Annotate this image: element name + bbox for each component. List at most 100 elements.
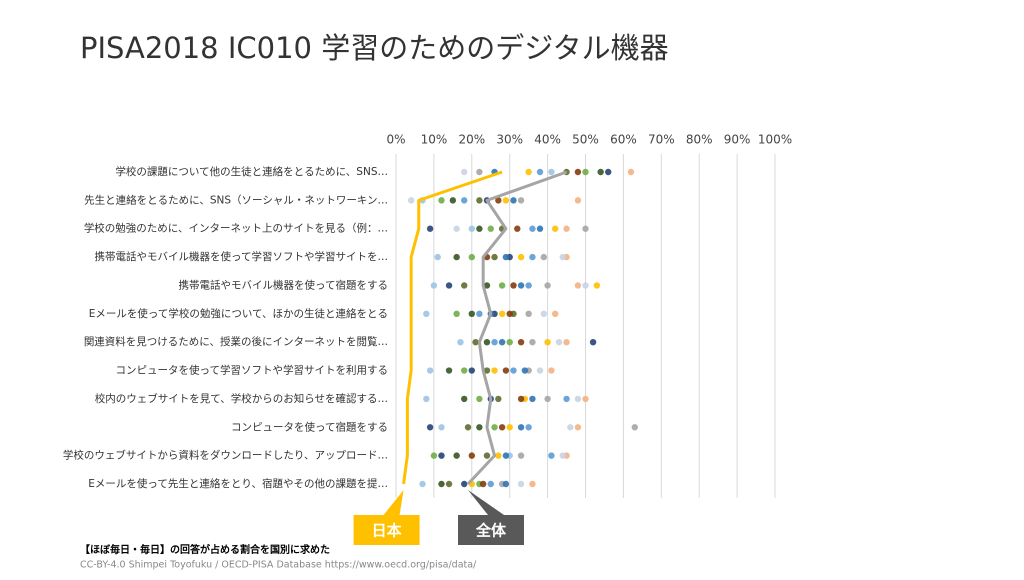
country-dot: [483, 282, 491, 289]
country-dot: [426, 225, 434, 232]
country-dot: [491, 253, 498, 261]
x-tick-label: 10%: [421, 133, 448, 147]
country-dot: [476, 197, 483, 204]
country-dot: [419, 480, 426, 488]
country-dot: [487, 225, 494, 232]
country-dot: [605, 168, 612, 176]
y-tick-label: 携帯電話やモバイル機器を使って宿題をする: [179, 278, 388, 291]
country-dot: [582, 395, 589, 403]
callout-label: 日本: [372, 522, 402, 540]
country-dot: [502, 480, 510, 488]
country-dot: [510, 282, 517, 289]
country-dot: [461, 282, 468, 289]
country-dot: [407, 197, 415, 204]
country-dot: [582, 168, 589, 176]
country-dot: [438, 424, 445, 431]
country-dot: [476, 225, 483, 232]
country-dot: [423, 310, 430, 318]
country-dot: [498, 282, 506, 289]
callout-box: [353, 490, 420, 545]
country-dot: [529, 480, 536, 488]
country-dot: [506, 310, 513, 318]
country-dot: [582, 225, 589, 232]
country-dot: [544, 395, 551, 403]
callout-label: 全体: [475, 522, 507, 540]
country-dot: [529, 253, 536, 261]
country-dot: [525, 310, 532, 318]
country-dot: [468, 310, 475, 318]
country-dot: [430, 282, 438, 289]
country-dot: [548, 367, 555, 374]
country-dot: [483, 452, 491, 459]
y-tick-label: コンピュータを使って宿題をする: [231, 420, 388, 433]
country-dot: [548, 452, 555, 459]
country-dot: [559, 452, 566, 459]
country-dot: [498, 424, 506, 431]
country-dot: [627, 168, 635, 176]
country-dot: [449, 197, 457, 204]
country-dot: [574, 197, 582, 204]
country-dot: [510, 197, 517, 204]
country-dot: [495, 395, 502, 403]
country-dot: [434, 253, 441, 261]
country-dot: [502, 197, 510, 204]
country-dot: [540, 253, 548, 261]
y-tick-label: 関連資料を見つけるために、授業の後にインターネットを閲覧…: [84, 335, 388, 348]
callout-box: [458, 490, 525, 545]
country-dot: [517, 395, 525, 403]
country-dot: [495, 197, 502, 204]
country-dot: [582, 282, 589, 289]
country-dot: [461, 480, 468, 488]
country-dot: [574, 424, 582, 431]
country-dot: [453, 310, 460, 318]
country-dot: [438, 452, 445, 459]
country-dot: [461, 395, 468, 403]
country-dot: [529, 395, 536, 403]
country-dot: [468, 225, 475, 232]
country-dot: [483, 367, 491, 374]
country-dot: [506, 338, 513, 346]
country-dot: [589, 338, 597, 346]
country-dot: [574, 282, 582, 289]
x-tick-label: 40%: [534, 133, 561, 147]
country-dot: [567, 424, 574, 431]
country-dot: [438, 197, 445, 204]
country-dot: [525, 424, 532, 431]
country-dot: [529, 225, 536, 232]
country-dot: [574, 168, 582, 176]
country-dot: [517, 253, 525, 261]
country-dot: [529, 338, 536, 346]
country-dot: [517, 452, 525, 459]
country-dot: [468, 452, 475, 459]
country-dot: [453, 452, 460, 459]
y-tick-label: 学校のウェブサイトから資料をダウンロードしたり、アップロード…: [63, 449, 388, 462]
source: CC-BY-4.0 Shimpei Toyofuku / OECD-PISA D…: [80, 560, 477, 571]
country-dot: [517, 338, 525, 346]
country-dot: [476, 310, 483, 318]
series-line: [402, 170, 503, 485]
country-dot: [498, 338, 506, 346]
country-dot: [445, 367, 453, 374]
country-dot: [525, 168, 532, 176]
country-dot: [498, 310, 506, 318]
y-tick-label: 学校の勉強のために、インターネット上のサイトを見る（例：…: [84, 222, 388, 235]
country-dot: [464, 424, 472, 431]
country-dot: [468, 367, 475, 374]
country-dot: [476, 424, 483, 431]
country-dot: [555, 338, 563, 346]
x-tick-label: 90%: [724, 133, 751, 147]
country-dot: [563, 225, 570, 232]
country-dot: [487, 480, 494, 488]
country-dot: [461, 168, 468, 176]
country-dot: [430, 452, 438, 459]
chart-title: PISA2018 IC010 学習のためのデジタル機器: [80, 31, 669, 65]
country-dot: [457, 338, 464, 346]
country-dot: [438, 480, 445, 488]
country-dot: [514, 225, 521, 232]
series-line: [466, 170, 568, 486]
country-dot: [461, 197, 468, 204]
country-dot: [445, 282, 453, 289]
country-dot: [540, 310, 548, 318]
